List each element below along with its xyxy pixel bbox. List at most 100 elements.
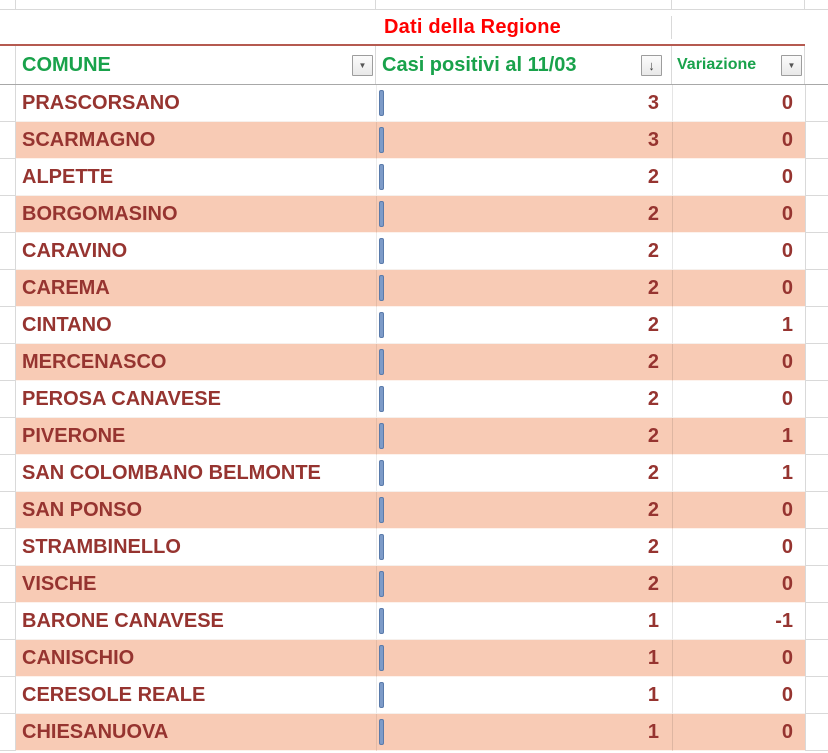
comune-value: CAREMA	[22, 276, 110, 299]
row-margin-left	[0, 122, 16, 159]
comune-cell[interactable]: BORGOMASINO	[16, 196, 376, 233]
variazione-cell[interactable]: 1	[672, 307, 805, 344]
header-cell-casi[interactable]: Casi positivi al 11/03 ↓	[376, 46, 672, 84]
comune-cell[interactable]: CINTANO	[16, 307, 376, 344]
header-cell-variazione[interactable]: Variazione ▼	[672, 46, 805, 84]
row-margin-left	[0, 566, 16, 603]
variazione-value: 0	[781, 350, 793, 373]
variazione-cell[interactable]: 0	[672, 714, 805, 751]
comune-cell[interactable]: CHIESANUOVA	[16, 714, 376, 751]
variazione-cell[interactable]: -1	[672, 603, 805, 640]
variazione-cell[interactable]: 0	[672, 640, 805, 677]
row-margin-left	[0, 307, 16, 344]
casi-cell[interactable]: 2	[376, 270, 672, 307]
comune-cell[interactable]: MERCENASCO	[16, 344, 376, 381]
row-margin-right	[805, 159, 828, 196]
casi-value: 2	[647, 535, 659, 558]
casi-cell[interactable]: 2	[376, 344, 672, 381]
casi-value: 2	[647, 461, 659, 484]
variazione-cell[interactable]: 0	[672, 529, 805, 566]
row-margin-left	[0, 196, 16, 233]
comune-cell[interactable]: SCARMAGNO	[16, 122, 376, 159]
comune-cell[interactable]: BARONE CANAVESE	[16, 603, 376, 640]
comune-filter-button[interactable]: ▼	[352, 54, 373, 76]
row-margin-right	[805, 307, 828, 344]
casi-cell[interactable]: 1	[376, 603, 672, 640]
comune-cell[interactable]: STRAMBINELLO	[16, 529, 376, 566]
title-row: Dati della Regione	[0, 10, 828, 44]
casi-cell[interactable]: 2	[376, 566, 672, 603]
variazione-cell[interactable]: 1	[672, 455, 805, 492]
filter-dropdown-icon: ▼	[358, 60, 367, 70]
comune-cell[interactable]: CAREMA	[16, 270, 376, 307]
casi-cell[interactable]: 3	[376, 122, 672, 159]
variazione-filter-button[interactable]: ▼	[781, 54, 802, 76]
casi-cell[interactable]: 1	[376, 714, 672, 751]
comune-cell[interactable]: ALPETTE	[16, 159, 376, 196]
comune-value: CANISCHIO	[22, 646, 135, 669]
comune-cell[interactable]: PEROSA CANAVESE	[16, 381, 376, 418]
paste-marquee-dash	[379, 238, 384, 264]
comune-value: PIVERONE	[22, 424, 126, 447]
row-margin-right	[805, 677, 828, 714]
casi-cell[interactable]: 2	[376, 307, 672, 344]
row-margin-right	[805, 270, 828, 307]
casi-cell[interactable]: 1	[376, 677, 672, 714]
casi-cell[interactable]: 2	[376, 196, 672, 233]
comune-cell[interactable]: CARAVINO	[16, 233, 376, 270]
variazione-value: 0	[781, 646, 793, 669]
filter-dropdown-icon: ▼	[787, 60, 796, 70]
variazione-cell[interactable]: 0	[672, 122, 805, 159]
row-margin-right	[805, 381, 828, 418]
casi-cell[interactable]: 2	[376, 233, 672, 270]
table-row: CAREMA 2 0	[0, 270, 828, 307]
header-cell-comune[interactable]: COMUNE ▼	[16, 46, 376, 84]
variazione-cell[interactable]: 0	[672, 492, 805, 529]
casi-sort-filter-button[interactable]: ↓	[641, 54, 662, 76]
casi-cell[interactable]: 2	[376, 159, 672, 196]
row-margin-right	[805, 85, 828, 122]
row-margin-right	[805, 122, 828, 159]
variazione-cell[interactable]: 0	[672, 85, 805, 122]
casi-cell[interactable]: 2	[376, 418, 672, 455]
variazione-value: 1	[781, 313, 793, 336]
variazione-cell[interactable]: 0	[672, 196, 805, 233]
casi-cell[interactable]: 2	[376, 529, 672, 566]
variazione-cell[interactable]: 0	[672, 159, 805, 196]
comune-cell[interactable]: SAN PONSO	[16, 492, 376, 529]
comune-value: SAN PONSO	[22, 498, 143, 521]
comune-cell[interactable]: VISCHE	[16, 566, 376, 603]
casi-cell[interactable]: 1	[376, 640, 672, 677]
variazione-cell[interactable]: 0	[672, 566, 805, 603]
variazione-cell[interactable]: 0	[672, 344, 805, 381]
table-row: SCARMAGNO 3 0	[0, 122, 828, 159]
casi-value: 2	[647, 165, 659, 188]
row-margin-right	[805, 529, 828, 566]
variazione-cell[interactable]: 0	[672, 270, 805, 307]
title-cell[interactable]: Dati della Regione	[376, 15, 672, 39]
paste-marquee-dash	[379, 349, 384, 375]
row-margin-right	[805, 344, 828, 381]
row-margin-left	[0, 603, 16, 640]
comune-cell[interactable]: PRASCORSANO	[16, 85, 376, 122]
paste-marquee-dash	[379, 90, 384, 116]
comune-cell[interactable]: SAN COLOMBANO BELMONTE	[16, 455, 376, 492]
variazione-cell[interactable]: 0	[672, 677, 805, 714]
comune-cell[interactable]: CERESOLE REALE	[16, 677, 376, 714]
row-margin-right	[805, 603, 828, 640]
casi-cell[interactable]: 2	[376, 455, 672, 492]
casi-cell[interactable]: 3	[376, 85, 672, 122]
comune-value: CERESOLE REALE	[22, 683, 206, 706]
casi-cell[interactable]: 2	[376, 381, 672, 418]
casi-cell[interactable]: 2	[376, 492, 672, 529]
comune-cell[interactable]: CANISCHIO	[16, 640, 376, 677]
comune-cell[interactable]: PIVERONE	[16, 418, 376, 455]
row-margin-right	[805, 640, 828, 677]
table-body: PRASCORSANO 3 0 SCARMAGNO 3 0 ALPETTE	[0, 85, 828, 751]
table-row: SAN PONSO 2 0	[0, 492, 828, 529]
variazione-cell[interactable]: 0	[672, 233, 805, 270]
row-margin-left	[0, 455, 16, 492]
variazione-cell[interactable]: 0	[672, 381, 805, 418]
variazione-cell[interactable]: 1	[672, 418, 805, 455]
